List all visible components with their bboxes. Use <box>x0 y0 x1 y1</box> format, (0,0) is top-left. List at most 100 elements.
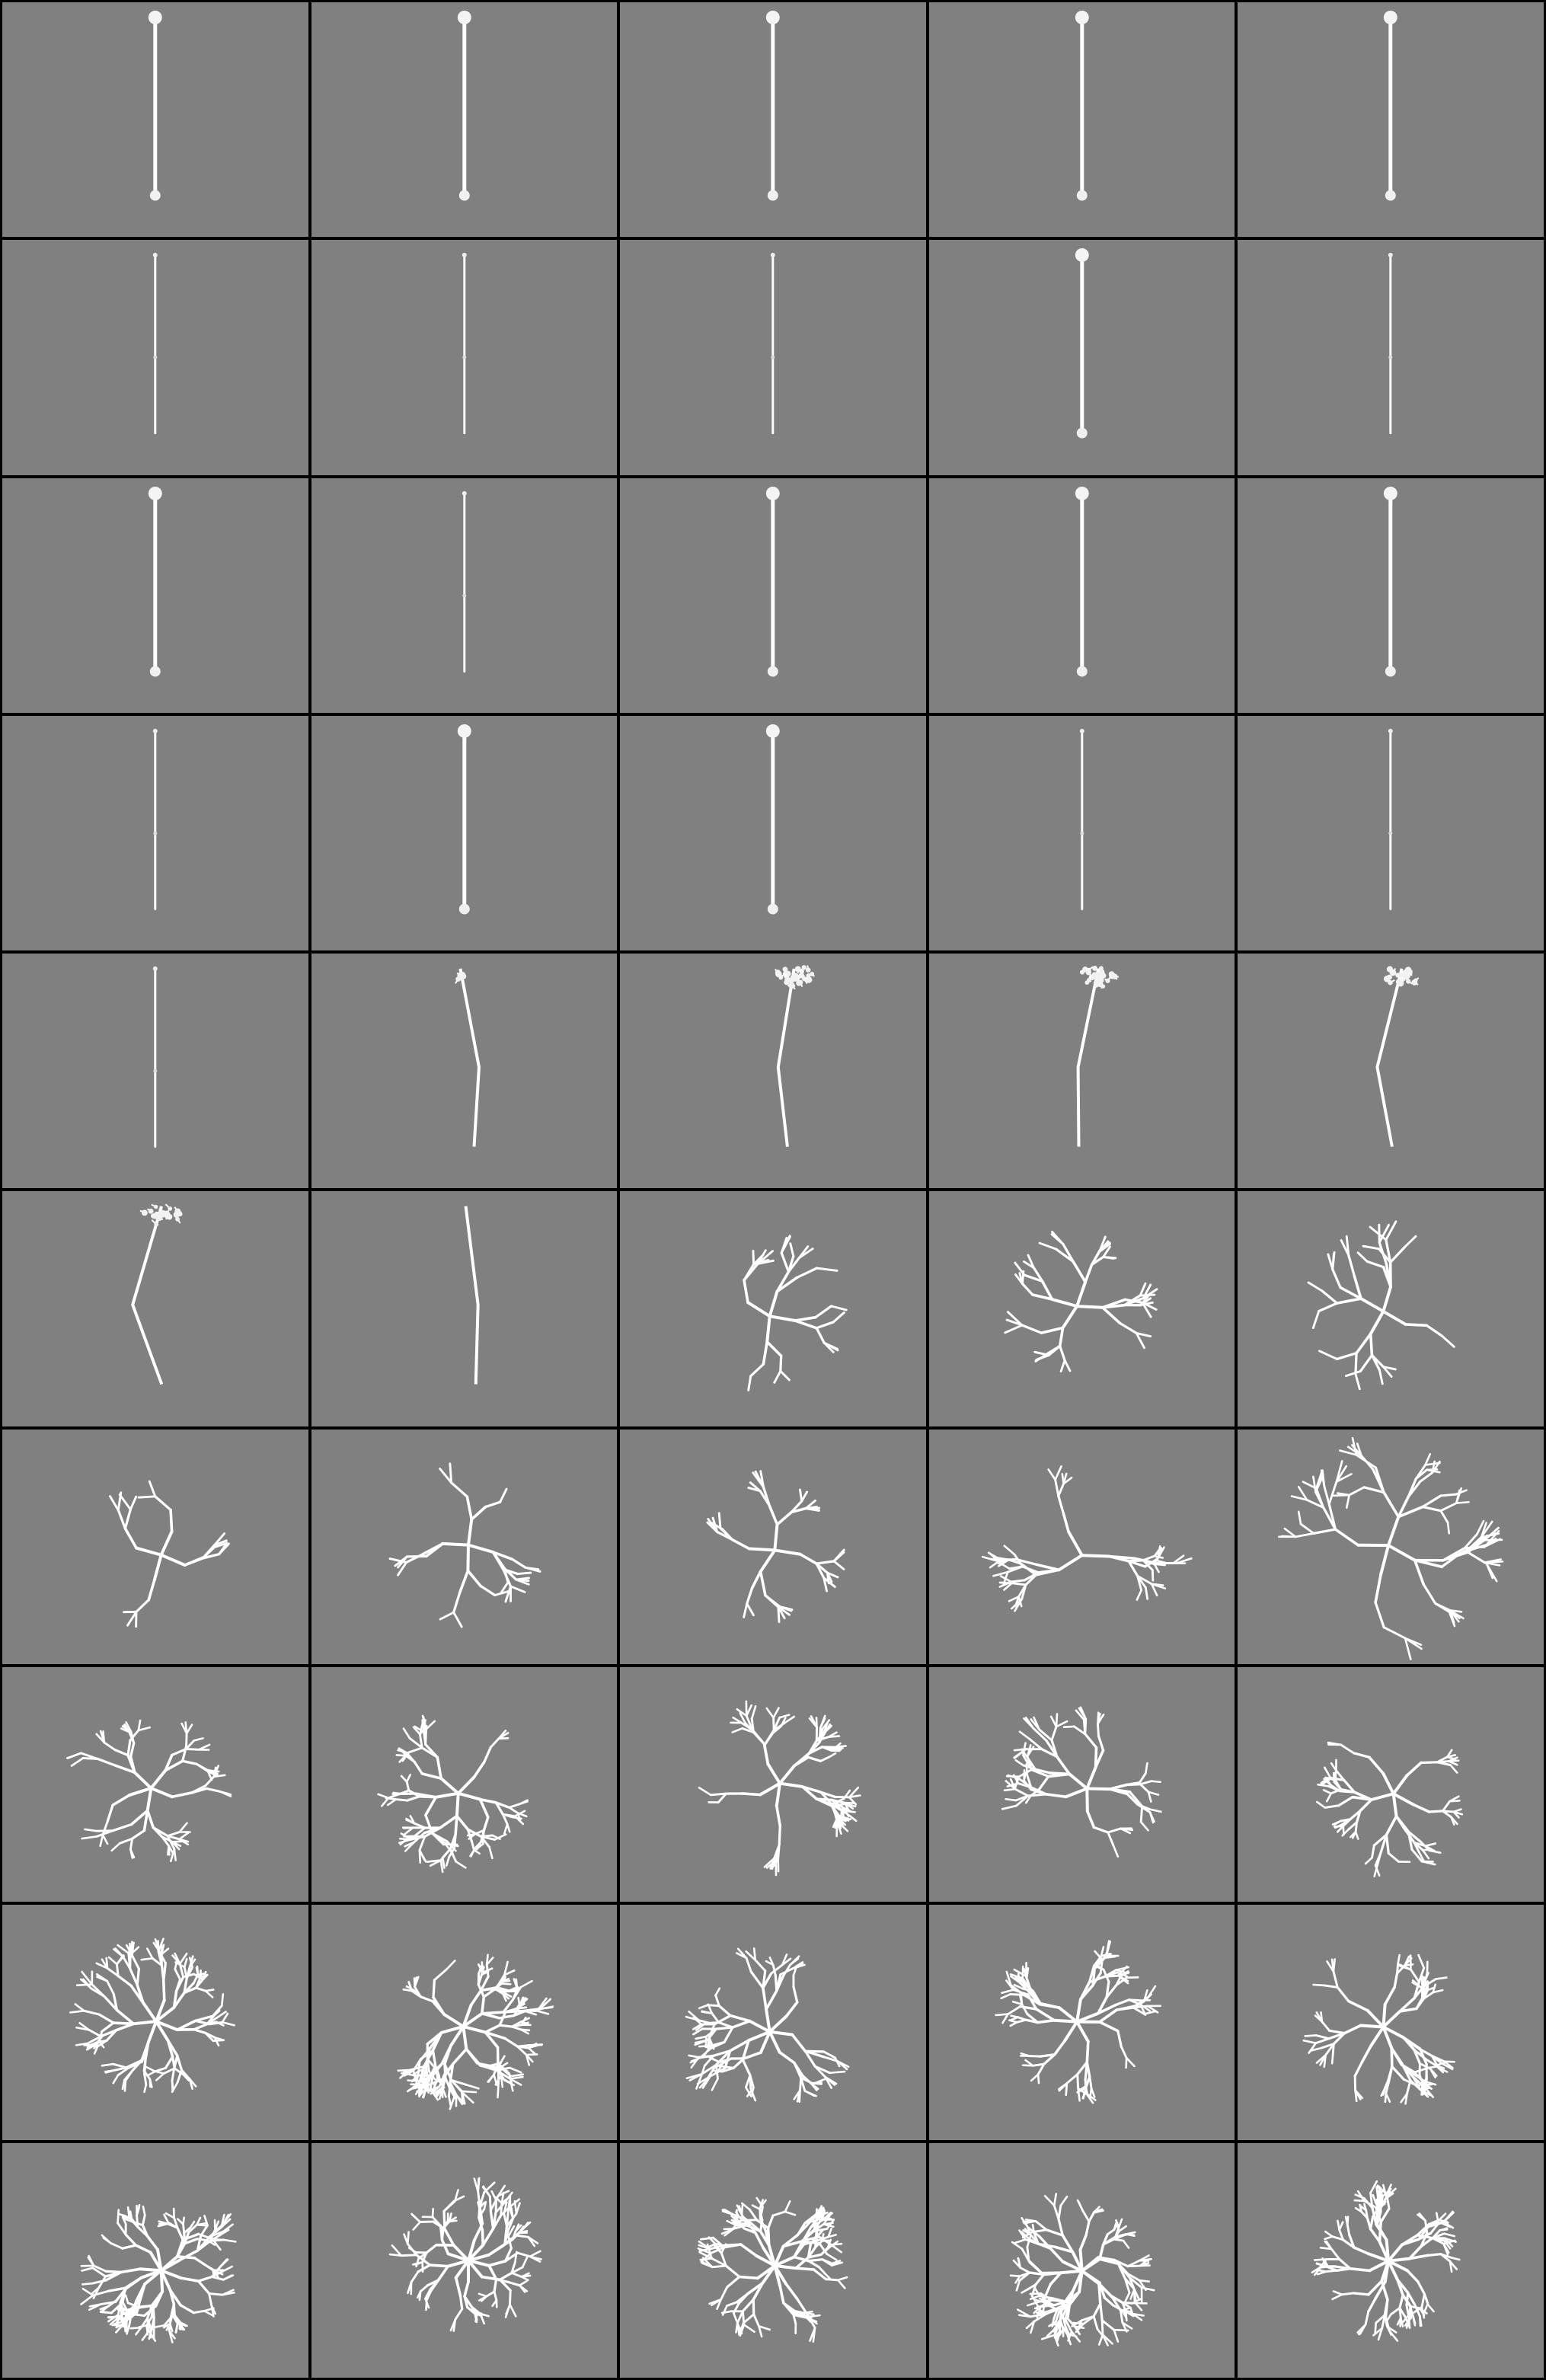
rod-figure <box>462 490 467 672</box>
specimen-cell <box>1238 1905 1544 2140</box>
branching-figure <box>698 1700 861 1877</box>
specimen-image <box>981 1465 1193 1612</box>
branching-figure <box>1004 1231 1158 1373</box>
branching-figure <box>80 2203 237 2343</box>
specimen-image <box>1075 10 1089 201</box>
specimen-cell <box>620 715 926 951</box>
specimen-cell <box>1238 2 1544 238</box>
rod-figure <box>152 966 158 1148</box>
branching-figure <box>981 1465 1193 1612</box>
specimen-cell <box>2 1667 308 1902</box>
branching-figure <box>108 1480 230 1628</box>
specimen-image <box>1076 966 1119 1147</box>
specimen-cell <box>620 478 926 713</box>
specimen-image <box>1388 253 1394 435</box>
specimen-image <box>396 1954 554 2110</box>
rod-figure <box>457 724 471 915</box>
specimen-image <box>462 490 467 672</box>
bent-figure <box>1076 966 1119 1147</box>
specimen-image <box>766 10 780 201</box>
specimen-cell <box>928 2142 1235 2378</box>
specimen-cell <box>928 2 1235 238</box>
specimen-cell <box>928 240 1235 475</box>
rod-figure <box>766 724 780 915</box>
specimen-image <box>1316 1741 1464 1877</box>
branching-figure <box>388 1462 541 1628</box>
specimen-cell <box>2 478 308 713</box>
specimen-image <box>698 1700 861 1877</box>
rod-figure <box>766 10 780 201</box>
specimen-cell <box>2 1905 308 2140</box>
branching-figure <box>376 1714 529 1874</box>
branching-figure <box>706 1470 845 1623</box>
specimen-image <box>1278 1436 1504 1660</box>
specimen-image <box>376 1714 529 1874</box>
rod-figure <box>148 486 162 677</box>
specimen-cell <box>2 954 308 1189</box>
specimen-image <box>1388 728 1394 910</box>
specimen-cell <box>620 1667 926 1902</box>
specimen-cell <box>2 2142 308 2378</box>
branching-figure <box>995 1940 1161 2104</box>
specimen-image <box>1004 1231 1158 1373</box>
specimen-image <box>388 1462 541 1628</box>
branching-figure <box>1302 1954 1456 2106</box>
specimen-image <box>80 2203 237 2343</box>
specimen-image <box>66 1719 232 1863</box>
specimen-cell <box>1238 2142 1544 2378</box>
specimen-image <box>454 968 481 1147</box>
branching-figure <box>396 1954 554 2110</box>
branching-figure <box>1316 1741 1464 1877</box>
branching-figure <box>66 1719 232 1863</box>
specimen-image <box>388 2177 542 2332</box>
specimen-cell <box>620 1429 926 1665</box>
branching-figure <box>1308 1220 1456 1391</box>
specimen-cell <box>928 1191 1235 1426</box>
rod-figure <box>1075 486 1089 677</box>
rod-figure <box>1079 728 1084 910</box>
specimen-cell <box>311 2142 618 2378</box>
branching-figure <box>685 1947 850 2104</box>
specimen-image <box>152 253 158 435</box>
specimen-cell <box>311 1191 618 1426</box>
rod-figure <box>771 253 775 435</box>
specimen-image <box>775 965 816 1148</box>
specimen-image <box>1311 2180 1461 2342</box>
specimen-image <box>152 966 158 1148</box>
specimen-image <box>464 1206 480 1385</box>
specimen-cell <box>620 2142 926 2378</box>
specimen-cell <box>1238 1429 1544 1665</box>
specimen-image <box>148 10 162 201</box>
rod-figure <box>457 10 471 201</box>
specimen-cell <box>928 715 1235 951</box>
specimen-cell <box>1238 715 1544 951</box>
specimen-cell <box>620 1905 926 2140</box>
specimen-image <box>69 1938 235 2094</box>
specimen-cell <box>311 1667 618 1902</box>
specimen-image <box>152 728 158 910</box>
branching-figure <box>697 2196 848 2343</box>
specimen-image <box>462 253 467 435</box>
rod-figure <box>148 10 162 201</box>
rod-figure <box>1388 253 1394 435</box>
specimen-cell <box>928 478 1235 713</box>
bent-figure <box>464 1206 480 1385</box>
specimen-cell <box>620 1191 926 1426</box>
specimen-image <box>766 724 780 915</box>
bent-figure <box>454 968 481 1147</box>
specimen-cell <box>928 1667 1235 1902</box>
specimen-cell <box>311 715 618 951</box>
bent-figure <box>131 1203 183 1385</box>
specimen-image <box>766 486 780 677</box>
specimen-image <box>457 724 471 915</box>
branching-figure <box>1009 2193 1155 2346</box>
specimen-cell <box>2 1191 308 1426</box>
branching-figure <box>388 2177 542 2332</box>
rod-figure <box>152 728 158 910</box>
specimen-image <box>743 1235 848 1392</box>
rod-figure <box>1388 728 1394 910</box>
specimen-cell <box>311 240 618 475</box>
specimen-cell <box>1238 954 1544 1189</box>
rod-figure <box>1075 10 1089 201</box>
